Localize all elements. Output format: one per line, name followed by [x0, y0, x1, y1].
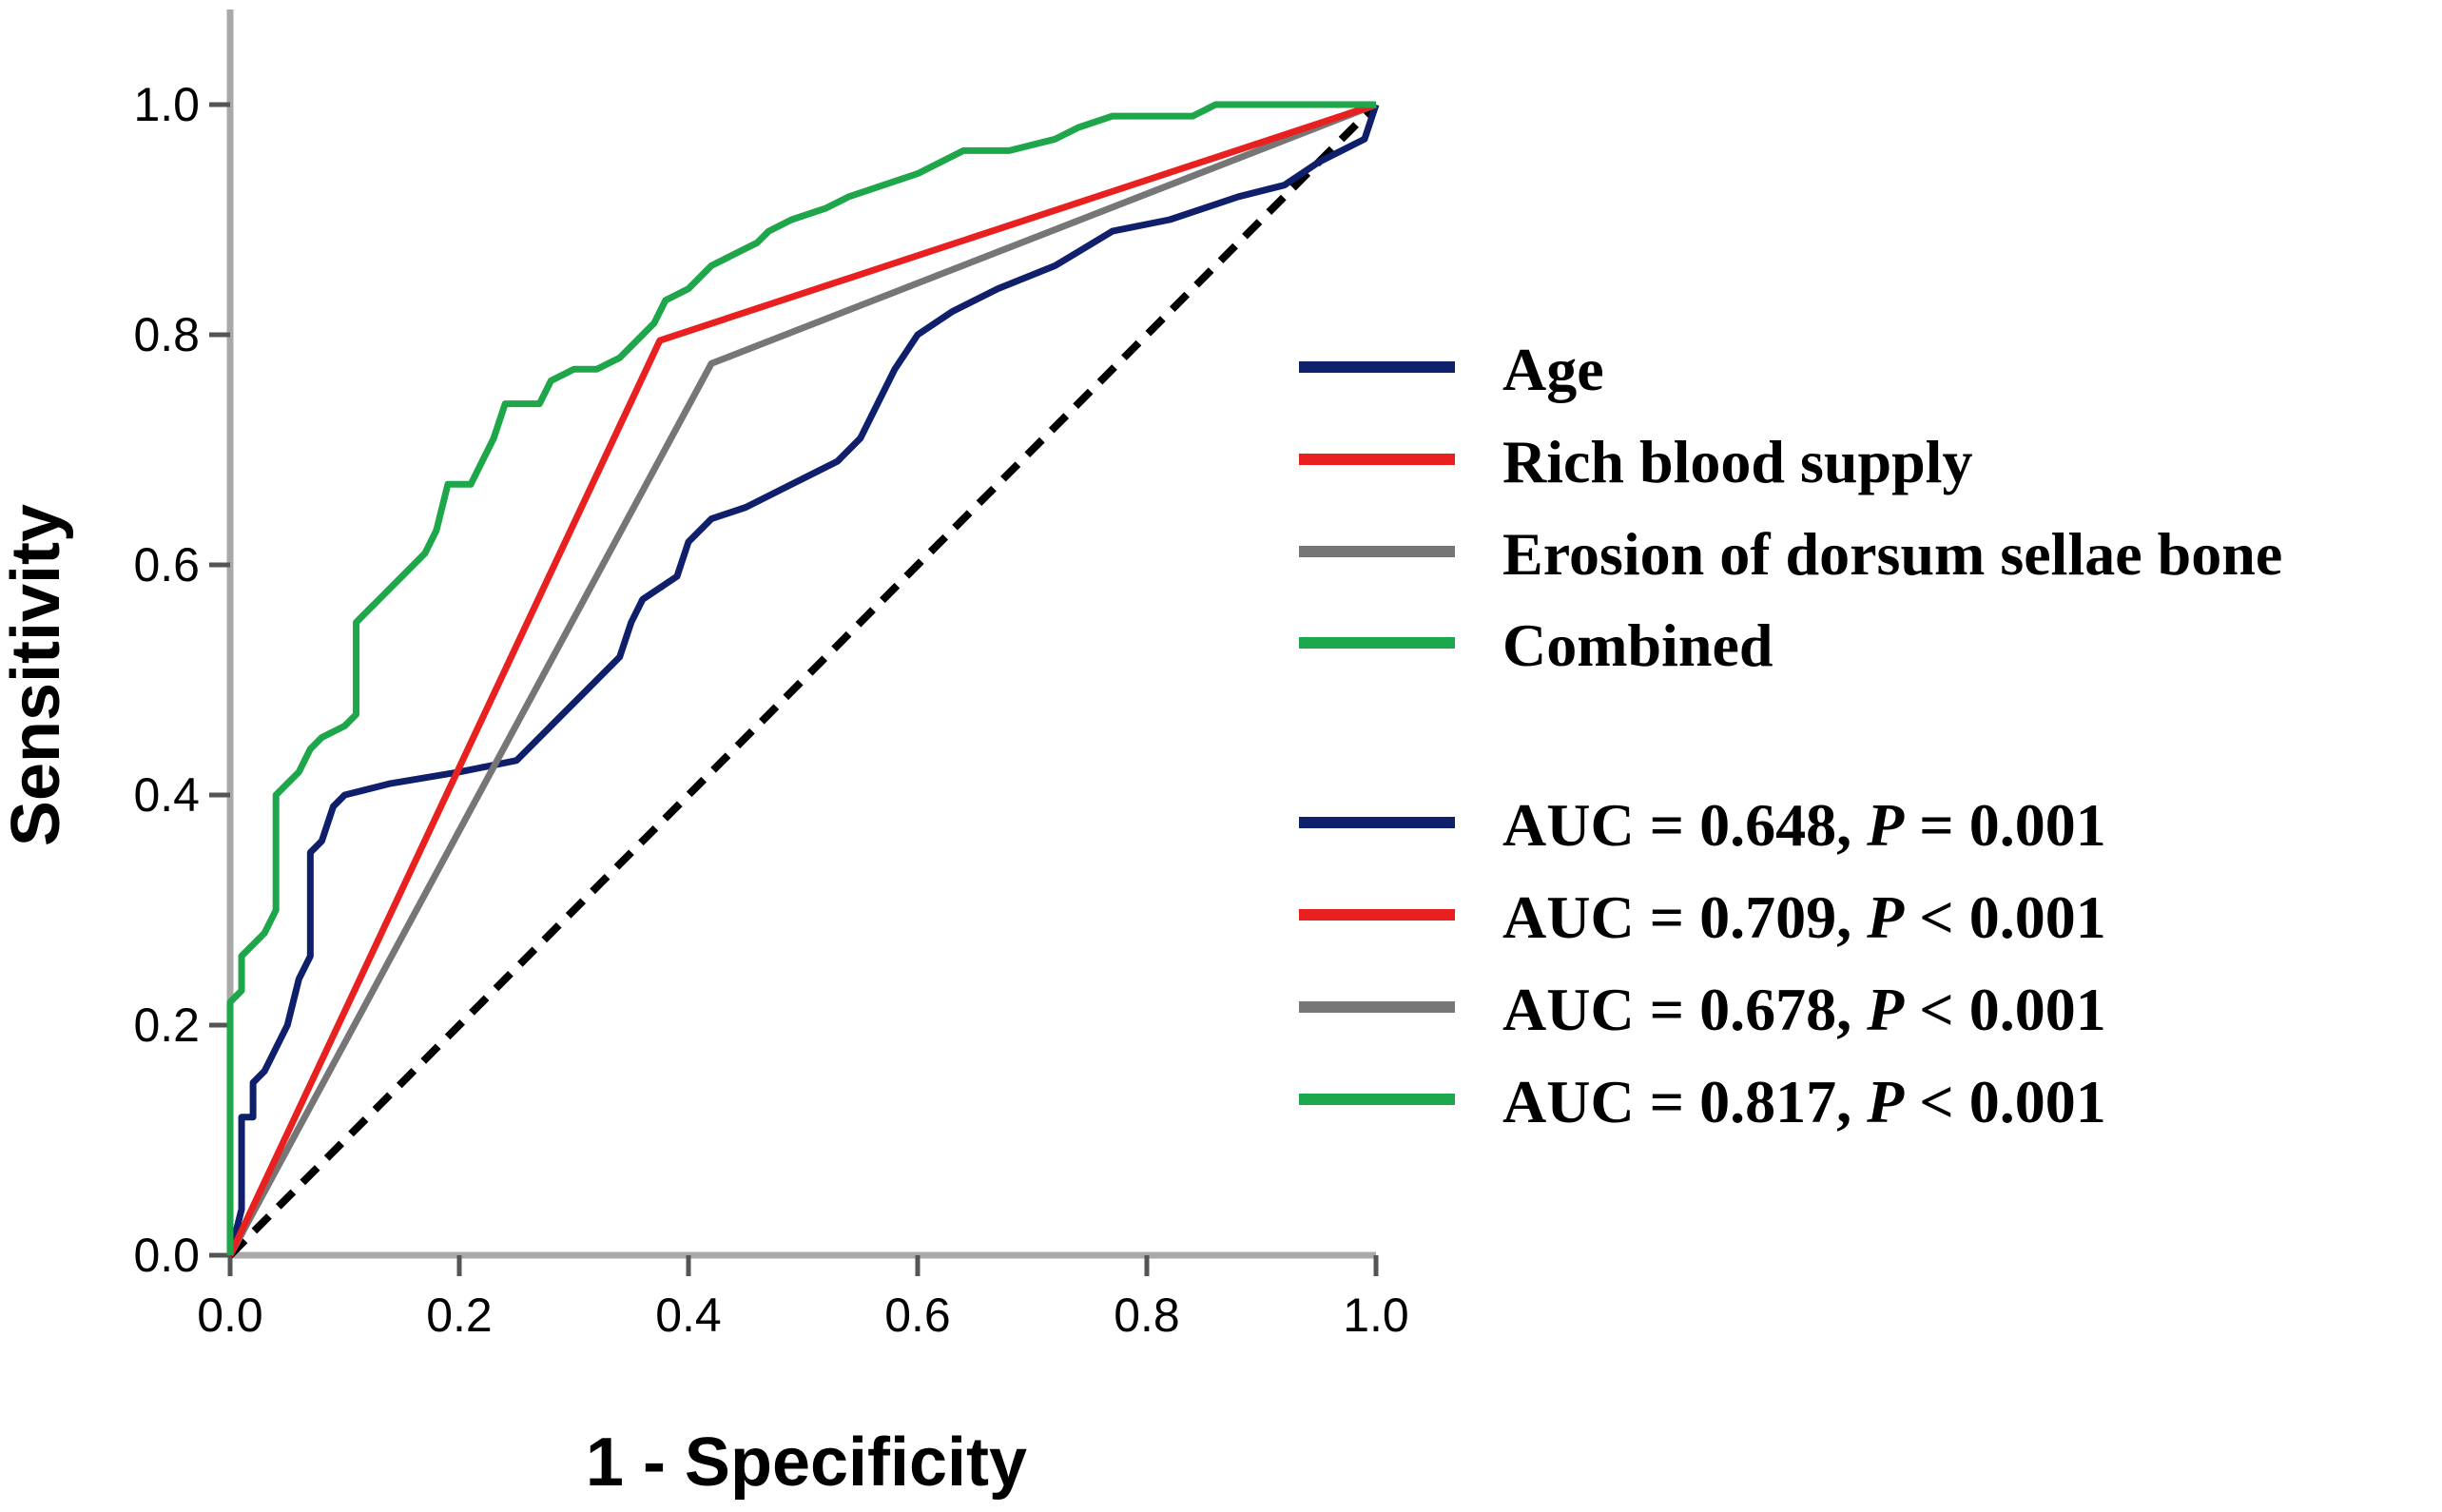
p-value: = 0.001 — [1904, 791, 2105, 859]
p-value: < 0.001 — [1904, 976, 2105, 1043]
auc-value: AUC = 0.648, — [1502, 791, 1867, 859]
legend-auc-label: AUC = 0.648, P = 0.001 — [1502, 791, 2106, 859]
y-tick-label: 0.4 — [133, 768, 200, 822]
y-tick-label: 0.8 — [133, 308, 200, 361]
series-line-rich-blood-supply — [226, 101, 1378, 1257]
x-axis-ticks: 0.0 0.2 0.4 0.6 0.8 1.0 — [197, 1255, 1409, 1342]
x-tick-label: 0.8 — [1114, 1289, 1180, 1342]
legend-auc-label: AUC = 0.817, P < 0.001 — [1502, 1068, 2106, 1135]
legend-auc-label: AUC = 0.709, P < 0.001 — [1502, 883, 2106, 951]
p-letter: P — [1866, 976, 1905, 1043]
auc-value: AUC = 0.709, — [1502, 883, 1867, 951]
y-tick-label: 0.0 — [133, 1229, 200, 1282]
p-value: < 0.001 — [1904, 1068, 2105, 1135]
legend-label: Rich blood supply — [1502, 428, 1972, 495]
legend-auc-label: AUC = 0.678, P < 0.001 — [1502, 976, 2106, 1043]
legend-label: Combined — [1502, 611, 1773, 679]
auc-value: AUC = 0.678, — [1502, 976, 1867, 1043]
x-tick-label: 0.0 — [197, 1289, 263, 1342]
x-axis-title: 1 - Specificity — [586, 1425, 1027, 1501]
p-letter: P — [1866, 791, 1905, 859]
y-tick-label: 1.0 — [133, 78, 200, 131]
x-tick-label: 0.4 — [655, 1289, 722, 1342]
legend-label: Age — [1502, 336, 1604, 403]
legend: Age Rich blood supply Erosion of dorsum se… — [1299, 336, 2282, 1135]
y-axis-ticks: 0.0 0.2 0.4 0.6 0.8 1.0 — [133, 78, 230, 1282]
x-tick-label: 0.6 — [884, 1289, 951, 1342]
legend-label: Erosion of dorsum sellae bone — [1502, 520, 2282, 588]
y-axis-title: Sensitivity — [0, 504, 74, 846]
series-line-erosion-of-dorsum-sellae-bone — [226, 101, 1378, 1257]
axes — [226, 10, 1376, 1259]
p-letter: P — [1866, 1068, 1905, 1135]
p-letter: P — [1866, 883, 1905, 951]
y-tick-label: 0.2 — [133, 998, 200, 1052]
y-tick-label: 0.6 — [133, 538, 200, 591]
auc-value: AUC = 0.817, — [1502, 1068, 1867, 1135]
x-tick-label: 0.2 — [426, 1289, 493, 1342]
p-value: < 0.001 — [1904, 883, 2105, 951]
x-tick-label: 1.0 — [1343, 1289, 1409, 1342]
series-line-combined — [226, 101, 1376, 1255]
plot-lines — [226, 101, 1380, 1258]
series-line-age — [226, 103, 1380, 1256]
reference-line — [227, 102, 1379, 1258]
